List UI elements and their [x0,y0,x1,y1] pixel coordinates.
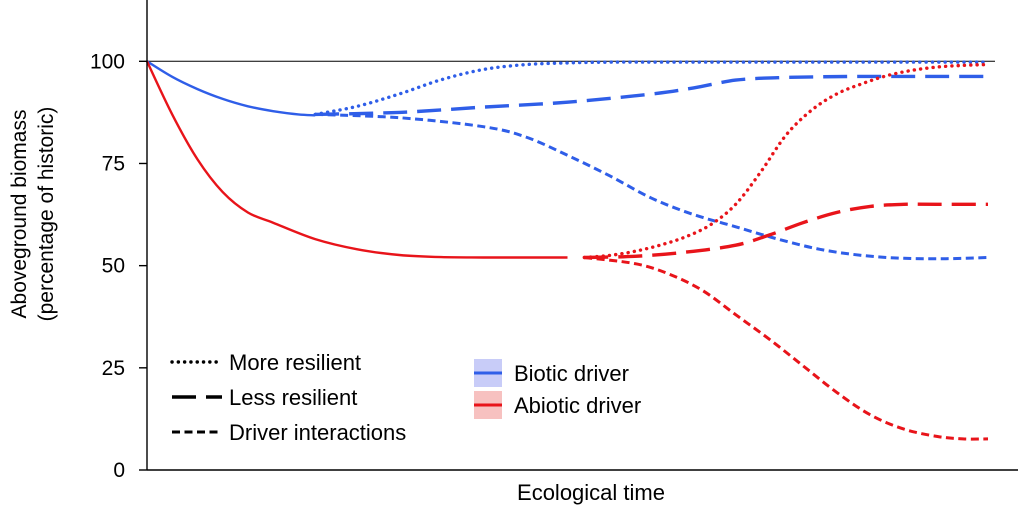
plot-area [145,60,995,441]
legend-drivers: Biotic driver Abiotic driver [474,359,641,419]
series-line-abiotic-driver-interactions [584,256,989,441]
legend-driver-label: Abiotic driver [514,393,641,418]
axes: 0 25 50 75 100 [90,0,1018,482]
y-tick-label: 75 [102,152,125,175]
y-axis-label-line1: Aboveground biomass [8,110,31,319]
y-ticks: 0 25 50 75 100 [90,50,147,482]
legend-line-styles: More resilient Less resilient Driver inter… [170,350,406,445]
legend: More resilient Less resilient Driver inter… [170,350,641,445]
legend-style-label: Less resilient [229,385,357,410]
series-line-abiotic-less-resilient [584,202,988,260]
legend-style-label: More resilient [229,350,361,375]
series-line-abiotic-more-resilient [582,62,990,260]
series-line-biotic-driver-interactions [315,112,989,261]
y-tick-label: 25 [102,357,125,380]
legend-style-label: Driver interactions [229,420,406,445]
y-tick-label: 0 [113,459,125,482]
x-axis-label: Ecological time [517,480,665,505]
series-layer [145,60,990,441]
y-axis-label: Aboveground biomass (percentage of histo… [8,107,58,322]
series-line-biotic-more-resilient [313,60,990,117]
series-line-biotic-less-resilient [315,74,988,117]
series-line-biotic-base [146,60,316,117]
y-axis-label-line2: (percentage of historic) [35,107,58,322]
y-tick-label: 100 [90,50,125,73]
series-line-abiotic-base [145,60,568,259]
y-tick-label: 50 [102,255,125,278]
legend-driver-label: Biotic driver [514,361,629,386]
